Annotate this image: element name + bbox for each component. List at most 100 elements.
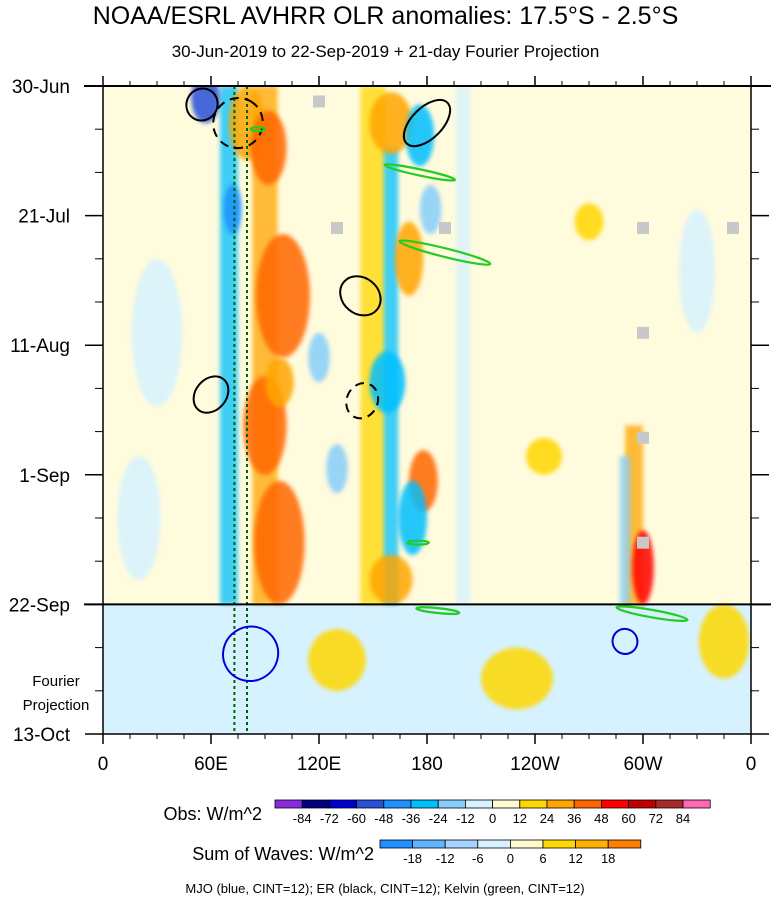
kelvin-contour [615, 605, 689, 622]
y-tick-label: 21-Jul [18, 207, 70, 228]
er-contour [339, 275, 382, 317]
x-tick-label: 60E [194, 754, 228, 775]
anomaly-blob [308, 332, 330, 383]
er-contour [212, 96, 264, 150]
colorbar-swatch [444, 839, 479, 849]
anomaly-blob [369, 351, 406, 414]
chart-title: NOAA/ESRL AVHRR OLR anomalies: 17.5°S - … [92, 2, 679, 30]
wave-contours [185, 86, 689, 734]
y-tick-label: 13-Oct [13, 725, 71, 746]
colorbar-swatch [477, 839, 511, 849]
colorbar-swatch [412, 839, 446, 849]
anomaly-blob [256, 234, 310, 358]
anomaly-blob [113, 653, 201, 728]
anomaly-band [360, 86, 386, 605]
colorbar-swatch [383, 799, 412, 809]
missing-data-patch [727, 221, 739, 234]
anomaly-blob [117, 456, 161, 580]
anomaly-blob [398, 480, 427, 556]
x-tick-label: 0 [746, 754, 757, 775]
x-tick-label: 180 [411, 754, 443, 775]
colorbar-tick-label: 48 [594, 811, 608, 826]
colorbar-tick-label: -12 [456, 811, 475, 826]
kelvin-contour [249, 126, 267, 133]
colorbar-swatch [379, 839, 413, 849]
colorbar-swatch [601, 799, 630, 809]
colorbar-swatch [573, 799, 602, 809]
anomaly-blob [131, 258, 183, 407]
anomaly-blob [394, 221, 424, 296]
y-tick-label: 1-Sep [19, 466, 70, 487]
colorbar-tick-label: 0 [489, 811, 496, 826]
anomaly-blob [632, 530, 654, 605]
colorbar-tick-label: -18 [403, 851, 422, 866]
colorbar-swatch [628, 799, 657, 809]
colorbar-swatch [301, 799, 330, 809]
colorbar-swatch [519, 799, 548, 809]
anomaly-blob [574, 203, 604, 241]
colorbar-tick-label: -24 [429, 811, 448, 826]
anomaly-blob [481, 647, 553, 710]
anomaly-blob [191, 86, 220, 124]
colorbar-swatch [274, 799, 303, 809]
axes: 0 60E 120E 180 120W 60W 0 30-Jun 21-Jul 11-Aug 1-S… [9, 76, 771, 775]
projection-label-line2: Projection [23, 697, 90, 714]
er-contour [402, 98, 452, 148]
x-tick-label: 120W [510, 754, 560, 775]
y-tick-label: 30-Jun [12, 77, 70, 98]
er-contour [345, 382, 380, 420]
anomaly-blob [308, 629, 366, 691]
anomaly-blob [679, 209, 715, 333]
anomaly-blob [581, 672, 633, 734]
kelvin-contour [406, 539, 430, 546]
er-contour [192, 375, 230, 414]
anomaly-blob [526, 437, 562, 475]
mjo-contour [611, 627, 639, 655]
colorbar-tick-label: -60 [347, 811, 366, 826]
colorbar-tick-label: -72 [320, 811, 339, 826]
colorbar-swatch [464, 799, 493, 809]
anomaly-blob [265, 357, 294, 407]
colorbar-tick-label: 24 [540, 811, 554, 826]
anomaly-blob [369, 92, 413, 154]
missing-data-patch [637, 221, 649, 234]
x-tick-label: 0 [98, 754, 109, 775]
colorbar-tick-label: 72 [649, 811, 663, 826]
colorbar-tick-label: 84 [676, 811, 690, 826]
colorbar-tick-label: 36 [567, 811, 581, 826]
anomaly-field [103, 86, 751, 734]
colorbar-swatch [607, 839, 642, 849]
anomaly-blob [369, 555, 413, 605]
projection-background [103, 604, 751, 734]
anomaly-blob [254, 480, 305, 605]
missing-data-patch [439, 221, 451, 234]
missing-data [313, 95, 739, 549]
colorbar-swatch [542, 839, 576, 849]
colorbar-tick-label: 60 [621, 811, 635, 826]
colorbar-swatch [575, 839, 609, 849]
obs-colorbar: -84 -72 -60 -48 -36 -24 -12 0 12 24 36 48 60 72 84 [274, 799, 711, 826]
y-tick-label: 22-Sep [9, 595, 70, 616]
anomaly-blob [326, 443, 348, 494]
anomaly-blob [698, 604, 750, 679]
anomaly-blob [250, 110, 287, 185]
chart-subtitle: 30-Jun-2019 to 22-Sep-2019 + 21-day Four… [171, 42, 600, 61]
kelvin-contour [415, 606, 461, 616]
missing-data-patch [331, 221, 343, 234]
anomaly-band [455, 86, 471, 605]
x-tick-label: 120E [297, 754, 341, 775]
colorbar-tick-label: -48 [374, 811, 393, 826]
missing-data-patch [637, 536, 649, 549]
colorbar-swatch [437, 799, 466, 809]
projection-label-line1: Fourier [32, 673, 80, 690]
colorbar-tick-label: -36 [402, 811, 421, 826]
colorbar-swatch [509, 839, 544, 849]
colorbar-tick-label: 0 [507, 851, 514, 866]
waves-colorbar-label: Sum of Waves: W/m^2 [192, 844, 374, 864]
colorbar-tick-label: 12 [513, 811, 527, 826]
colorbar-tick-label: 12 [568, 851, 582, 866]
er-contour [185, 87, 219, 122]
colorbar-swatch [682, 799, 711, 809]
colorbar-tick-label: -6 [472, 851, 484, 866]
